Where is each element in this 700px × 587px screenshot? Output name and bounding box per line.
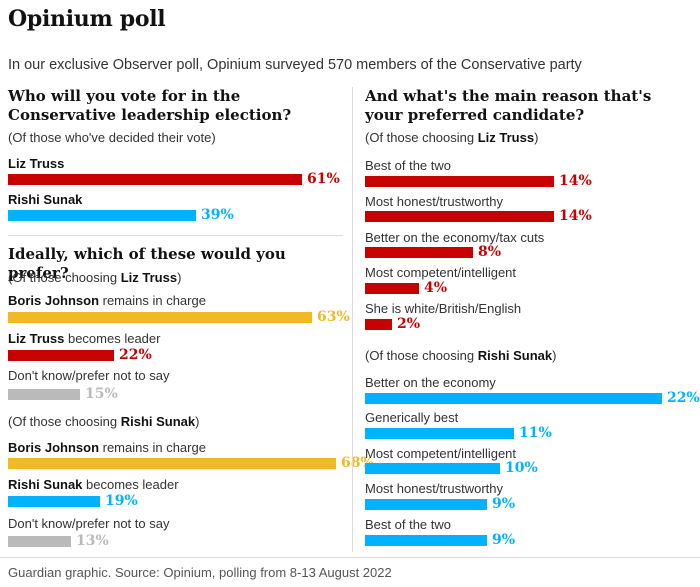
q3-bar-truss-0 [365, 176, 554, 187]
q2-bar-truss-dontknow [8, 389, 80, 400]
left-divider [8, 235, 343, 236]
q3-bar-truss-1 [365, 211, 554, 222]
q2-label-truss-leader: Liz Truss becomes leader [8, 331, 161, 346]
q2-label-sunak-johnson: Boris Johnson remains in charge [8, 440, 206, 455]
q3-note-truss: (Of those choosing Liz Truss) [365, 130, 539, 145]
q1-bar-truss [8, 174, 302, 185]
q2-label-truss-johnson: Boris Johnson remains in charge [8, 293, 206, 308]
chart-subtitle: In our exclusive Observer poll, Opinium … [8, 57, 582, 73]
q3-title: And what's the main reason that's your p… [365, 87, 652, 124]
q2-bar-truss-johnson [8, 312, 312, 323]
q2-pct-sunak-dontknow: 13% [76, 533, 109, 549]
q3-label-sunak-0: Better on the economy [365, 375, 496, 390]
q3-bar-sunak-1 [365, 428, 514, 439]
q2-label-sunak-dontknow: Don't know/prefer not to say [8, 516, 170, 531]
q1-label-sunak: Rishi Sunak [8, 192, 83, 207]
q2-pct-truss-johnson: 63% [317, 309, 350, 325]
q3-pct-truss-0: 14% [559, 173, 592, 189]
q3-pct-sunak-2: 10% [505, 460, 538, 476]
q1-bar-sunak [8, 210, 196, 221]
chart-title: Opinium poll [8, 6, 166, 32]
q2-bar-sunak-dontknow [8, 536, 71, 547]
q3-label-sunak-1: Generically best [365, 410, 459, 425]
q2-bar-truss-leader [8, 350, 114, 361]
q2-label-truss-dontknow: Don't know/prefer not to say [8, 368, 170, 383]
q3-pct-truss-4: 2% [397, 316, 421, 332]
q3-bar-truss-2 [365, 247, 473, 258]
q3-label-truss-4: She is white/British/English [365, 301, 522, 316]
q3-label-sunak-2: Most competent/intelligent [365, 446, 517, 461]
q3-bar-truss-4 [365, 319, 392, 330]
q2-bar-sunak-johnson [8, 458, 336, 469]
q3-bar-sunak-2 [365, 463, 500, 474]
q1-title: Who will you vote for in the Conservativ… [8, 87, 292, 124]
q2-note-sunak: (Of those choosing Rishi Sunak) [8, 414, 200, 429]
q3-note-sunak: (Of those choosing Rishi Sunak) [365, 348, 557, 363]
q1-label-truss: Liz Truss [8, 156, 65, 171]
q3-bar-sunak-4 [365, 535, 487, 546]
q3-label-truss-2: Better on the economy/tax cuts [365, 230, 545, 245]
q2-pct-truss-dontknow: 15% [85, 386, 118, 402]
q3-bar-truss-3 [365, 283, 419, 294]
q2-title: Ideally, which of these would you prefer… [8, 245, 286, 282]
footer-source: Guardian graphic. Source: Opinium, polli… [8, 565, 392, 580]
q2-pct-truss-leader: 22% [119, 347, 152, 363]
q1-note: (Of those who've decided their vote) [8, 130, 216, 145]
q1-pct-truss: 61% [307, 171, 340, 187]
q3-pct-sunak-0: 22% [667, 390, 700, 406]
q3-pct-truss-1: 14% [559, 208, 592, 224]
q3-pct-sunak-3: 9% [492, 496, 516, 512]
q3-pct-truss-3: 4% [424, 280, 448, 296]
q3-pct-truss-2: 8% [478, 244, 502, 260]
footer-divider [0, 557, 700, 558]
q3-label-sunak-4: Best of the two [365, 517, 451, 532]
q2-pct-sunak-leader: 19% [105, 493, 138, 509]
q2-bar-sunak-leader [8, 496, 100, 507]
q3-label-sunak-3: Most honest/trustworthy [365, 481, 503, 496]
q3-pct-sunak-4: 9% [492, 532, 516, 548]
q3-bar-sunak-0 [365, 393, 662, 404]
column-divider [352, 87, 353, 552]
q3-pct-sunak-1: 11% [519, 425, 552, 441]
q3-label-truss-3: Most competent/intelligent [365, 265, 517, 280]
q3-bar-sunak-3 [365, 499, 487, 510]
q2-label-sunak-leader: Rishi Sunak becomes leader [8, 477, 179, 492]
q1-pct-sunak: 39% [201, 207, 234, 223]
q3-label-truss-0: Best of the two [365, 158, 451, 173]
q2-note-truss: (Of those choosing Liz Truss) [8, 270, 182, 285]
q3-label-truss-1: Most honest/trustworthy [365, 194, 503, 209]
